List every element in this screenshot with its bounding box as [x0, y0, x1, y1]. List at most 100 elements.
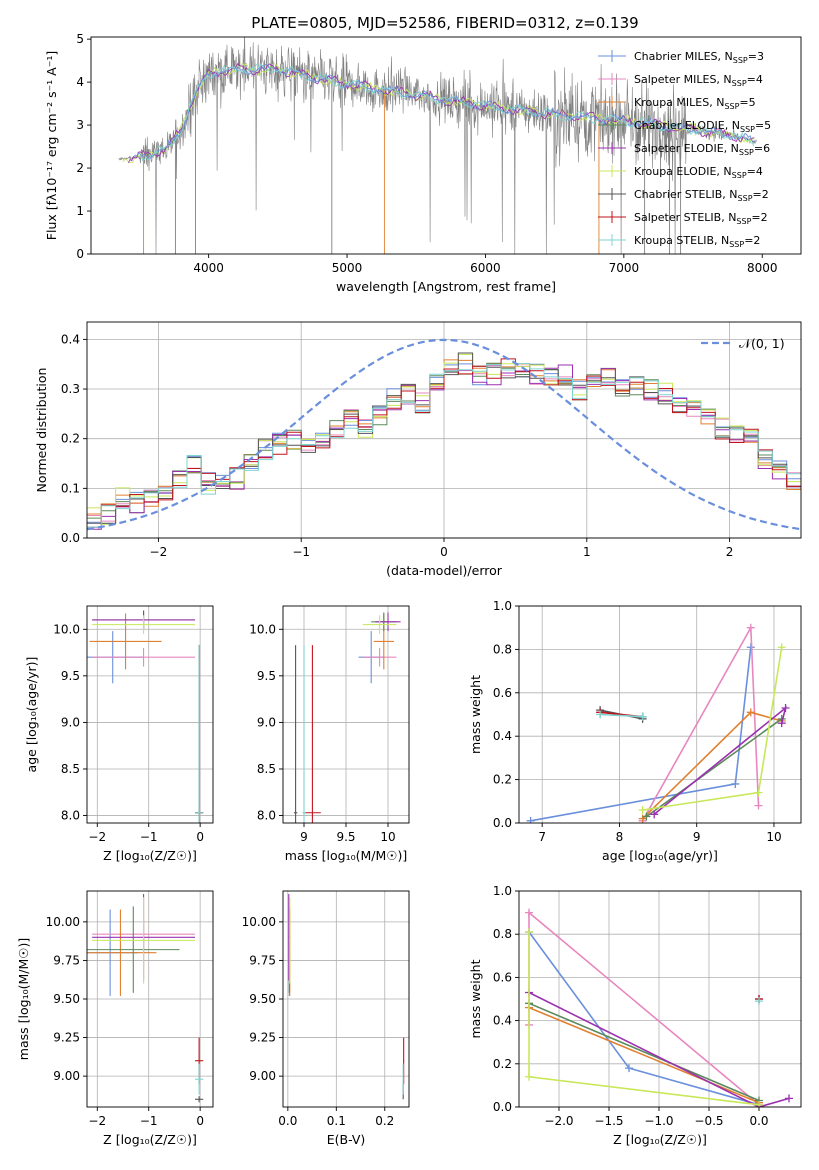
y-tick-label: 0.8	[493, 927, 512, 941]
y-tick-label: 5	[76, 32, 84, 46]
y-tick-label: 10.0	[249, 622, 276, 636]
ebv-mass-x-label: E(B-V)	[327, 1132, 366, 1147]
x-tick-label: −2	[88, 830, 106, 844]
y-tick-label: 0	[76, 247, 84, 261]
x-tick-label: 4000	[193, 261, 224, 275]
normal-curve	[87, 338, 801, 531]
weight-marker-salpeter_miles	[754, 801, 763, 810]
x-tick-label: 0	[196, 830, 204, 844]
y-tick-label: 9.00	[53, 1069, 80, 1083]
z-weight-plot-area	[525, 908, 793, 1107]
x-tick-label: 7	[538, 830, 546, 844]
weight-line-salpeter_elodie	[528, 991, 790, 1107]
x-tick-label: 8	[616, 830, 624, 844]
residuals-y-label: Normed distribution	[34, 368, 49, 493]
x-tick-label: −1.0	[644, 1114, 673, 1128]
x-tick-label: 0.1	[327, 1114, 346, 1128]
figure-title: PLATE=0805, MJD=52586, FIBERID=0312, z=0…	[251, 14, 638, 32]
x-tick-label: 9.5	[336, 830, 355, 844]
z-weight-x-label: Z [log₁₀(Z/Z☉)]	[613, 1132, 707, 1147]
legend-entry-chabrier_miles: Chabrier MILES, NSSP=3	[634, 50, 764, 65]
y-tick-label: 9.75	[249, 953, 276, 967]
y-tick-label: 0.2	[61, 432, 80, 446]
y-tick-label: 9.75	[53, 953, 80, 967]
y-tick-label: 0.6	[493, 970, 512, 984]
y-tick-label: 9.50	[249, 992, 276, 1006]
weight-marker-chabrier_miles	[526, 816, 535, 823]
spectrum-x-label: wavelength [Angstrom, rest frame]	[336, 279, 556, 294]
y-tick-label: 1	[76, 204, 84, 218]
legend-entry-kroupa_miles: Kroupa MILES, NSSP=5	[634, 96, 756, 111]
legend-entry-chabrier_stelib: Chabrier STELIB, NSSP=2	[634, 188, 769, 203]
age-weight-frame	[518, 605, 802, 824]
weight-marker-kroupa_stelib	[638, 712, 647, 721]
weight-marker-kroupa_elodie	[777, 643, 786, 652]
y-tick-label: 0.8	[493, 642, 512, 656]
y-tick-label: 0.1	[61, 481, 80, 495]
y-tick-label: 10.0	[53, 622, 80, 636]
z-mass-y-label: mass [log₁₀(M/M☉)]	[16, 938, 31, 1060]
y-tick-label: 0.4	[61, 332, 80, 346]
x-tick-label: 8000	[747, 261, 778, 275]
weight-line-kroupa_miles	[528, 1006, 760, 1104]
x-tick-label: −1	[292, 545, 310, 559]
mass-age-x-label: mass [log₁₀(M/M☉)]	[285, 848, 407, 863]
y-tick-label: 9.00	[249, 1069, 276, 1083]
x-tick-label: 7000	[609, 261, 640, 275]
y-tick-label: 9.25	[53, 1031, 80, 1045]
x-tick-label: 1	[583, 545, 591, 559]
legend-entry-chabrier_elodie: Chabrier ELODIE, NSSP=5	[634, 119, 771, 134]
x-tick-label: 9	[693, 830, 701, 844]
z-age-plot-area	[87, 610, 204, 823]
histogram-step-salpeter_stelib	[87, 358, 801, 528]
weight-marker-kroupa_elodie	[525, 1072, 533, 1081]
z-age-x-label: Z [log₁₀(Z/Z☉)]	[103, 848, 197, 863]
residuals-panel: −2 −1 0 1 2 0.0 0.1 0.2 0.3 0.4 (data-model)/error…	[34, 321, 802, 578]
legend-entry-salpeter_miles: Salpeter MILES, NSSP=4	[634, 73, 763, 88]
x-tick-label: 0.0	[749, 1114, 768, 1128]
weight-marker-kroupa_elodie	[638, 805, 647, 814]
y-tick-label: 1.0	[493, 599, 512, 613]
weight-marker-kroupa_miles	[746, 708, 755, 717]
y-tick-label: 0.0	[493, 816, 512, 830]
age-weight-plot-area	[526, 623, 790, 823]
z-age-panel: −2 −1 0 8.0 8.5 9.0 9.5 10.0 Z [log₁₀(Z/Z☉)] age …	[24, 605, 214, 863]
y-tick-label: 9.5	[257, 669, 276, 683]
spectrum-panel: 4000 5000 6000 7000 8000 0 1 2 3 4 5 wavelength [An…	[44, 32, 802, 294]
y-tick-label: 9.5	[61, 669, 80, 683]
y-tick-label: 9.25	[249, 1031, 276, 1045]
x-tick-label: −2.0	[544, 1114, 573, 1128]
residuals-plot-area	[87, 338, 801, 531]
y-tick-label: 9.50	[53, 992, 80, 1006]
weight-marker-salpeter_elodie	[650, 810, 659, 819]
weight-line-salpeter_miles	[528, 910, 760, 1106]
weight-marker-salpeter_miles	[746, 623, 755, 632]
x-tick-label: 9	[300, 830, 308, 844]
y-tick-label: 0.4	[493, 1014, 512, 1028]
weight-marker-chabrier_miles	[625, 1064, 633, 1073]
x-tick-label: −1.5	[594, 1114, 623, 1128]
weight-marker-kroupa_stelib	[596, 710, 605, 719]
y-tick-label: 0.6	[493, 686, 512, 700]
legend-entry-salpeter_stelib: Salpeter STELIB, NSSP=2	[634, 211, 768, 226]
mass-age-panel: 9 9.5 10 8.0 8.5 9.0 9.5 10.0 mass [log₁₀(M/M☉)]	[249, 605, 410, 863]
z-mass-plot-area	[87, 894, 204, 1103]
x-tick-label: −0.5	[694, 1114, 723, 1128]
x-tick-label: −1	[140, 1114, 158, 1128]
weight-marker-kroupa_stelib	[755, 997, 763, 1006]
z-weight-frame	[518, 890, 802, 1108]
legend-entry-normal: 𝒩(0, 1)	[739, 336, 785, 351]
weight-marker-kroupa_elodie	[754, 788, 763, 797]
y-tick-label: 9.0	[61, 715, 80, 729]
weight-marker-chabrier_miles	[731, 779, 740, 788]
age-weight-panel: 7 8 9 10 0.0 0.2 0.4 0.6 0.8 1.0 age [log₁₀(age/yr…	[468, 599, 802, 863]
x-tick-label: 10	[766, 830, 781, 844]
spectrum-data-line	[118, 37, 757, 254]
y-tick-label: 8.0	[257, 809, 276, 823]
weight-line-kroupa_stelib	[600, 713, 643, 718]
y-tick-label: 0.0	[493, 1100, 512, 1114]
z-age-frame	[86, 605, 214, 824]
x-tick-label: 0.2	[375, 1114, 394, 1128]
age-weight-y-label: mass weight	[468, 675, 483, 754]
